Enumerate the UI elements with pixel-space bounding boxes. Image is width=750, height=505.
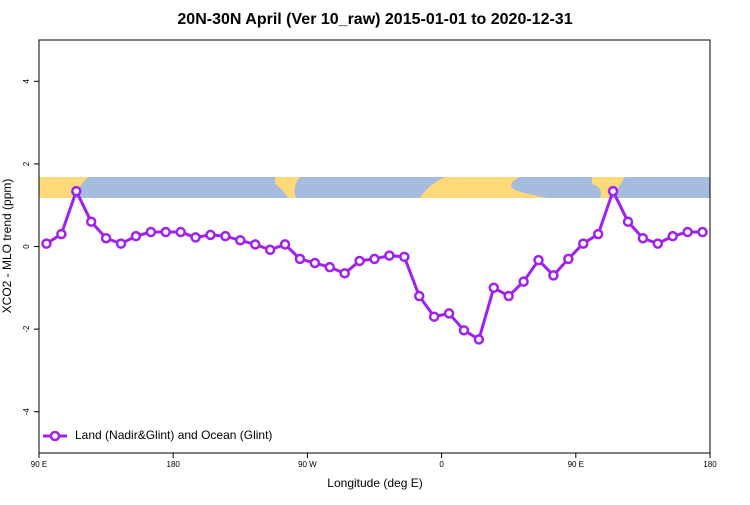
data-point xyxy=(294,253,306,265)
data-point xyxy=(145,226,157,238)
data-point xyxy=(384,250,395,261)
data-point xyxy=(85,216,97,227)
data-point xyxy=(175,226,186,238)
x-tick-label: 90 W xyxy=(298,460,317,469)
data-point xyxy=(130,230,142,242)
data-point xyxy=(205,229,216,241)
data-point xyxy=(220,230,231,242)
data-point xyxy=(428,311,440,322)
data-point xyxy=(309,257,321,269)
data-point xyxy=(458,325,470,336)
y-tick-label: -4 xyxy=(22,408,31,416)
data-point xyxy=(548,270,559,281)
data-point xyxy=(637,232,649,244)
data-point xyxy=(697,226,708,238)
land xyxy=(39,177,88,198)
data-point xyxy=(56,228,67,240)
data-point xyxy=(607,185,619,197)
land xyxy=(275,177,300,198)
x-tick-label: 180 xyxy=(703,460,717,469)
legend-label: Land (Nadir&Glint) and Ocean (Glint) xyxy=(75,428,272,442)
data-point xyxy=(190,232,201,243)
data-point xyxy=(339,268,350,279)
data-point xyxy=(235,235,246,246)
data-point xyxy=(563,253,574,265)
legend-marker xyxy=(49,430,61,442)
data-point xyxy=(100,232,112,244)
data-point xyxy=(533,254,544,266)
data-point xyxy=(622,216,634,227)
y-axis-label: XCO2 - MLO trend (ppm) xyxy=(0,179,14,314)
data-point xyxy=(592,228,604,240)
data-point xyxy=(71,185,82,197)
data-point xyxy=(578,238,589,249)
data-point xyxy=(518,276,529,287)
data-point xyxy=(413,290,425,302)
data-point xyxy=(369,253,380,265)
data-point xyxy=(264,244,276,256)
ocean xyxy=(39,177,710,198)
data-point xyxy=(399,251,410,263)
y-tick-label: -2 xyxy=(22,325,31,333)
data-point xyxy=(652,238,664,249)
data-point xyxy=(473,334,485,345)
y-tick-label: 2 xyxy=(22,161,31,166)
y-tick-label: 4 xyxy=(22,79,31,84)
chart-title: 20N-30N April (Ver 10_raw) 2015-01-01 to… xyxy=(177,11,572,28)
data-point xyxy=(682,226,693,238)
x-tick-label: 90 E xyxy=(31,460,47,469)
data-point xyxy=(503,290,514,302)
x-tick-label: 180 xyxy=(167,460,181,469)
data-point xyxy=(488,282,500,294)
land xyxy=(420,177,548,198)
data-point xyxy=(443,308,455,319)
data-point xyxy=(249,239,261,250)
land xyxy=(592,177,625,198)
data-point xyxy=(667,230,678,242)
x-axis-label: Longitude (deg E) xyxy=(327,476,422,490)
y-tick-label: 0 xyxy=(22,244,31,249)
x-tick-label: 90 E xyxy=(568,460,584,469)
data-point xyxy=(160,226,171,238)
data-point xyxy=(41,238,52,249)
data-point xyxy=(279,239,291,250)
x-tick-label: 0 xyxy=(439,460,444,469)
map-band xyxy=(39,177,710,198)
data-point xyxy=(354,255,365,267)
data-point xyxy=(115,238,127,249)
data-point xyxy=(324,261,336,273)
